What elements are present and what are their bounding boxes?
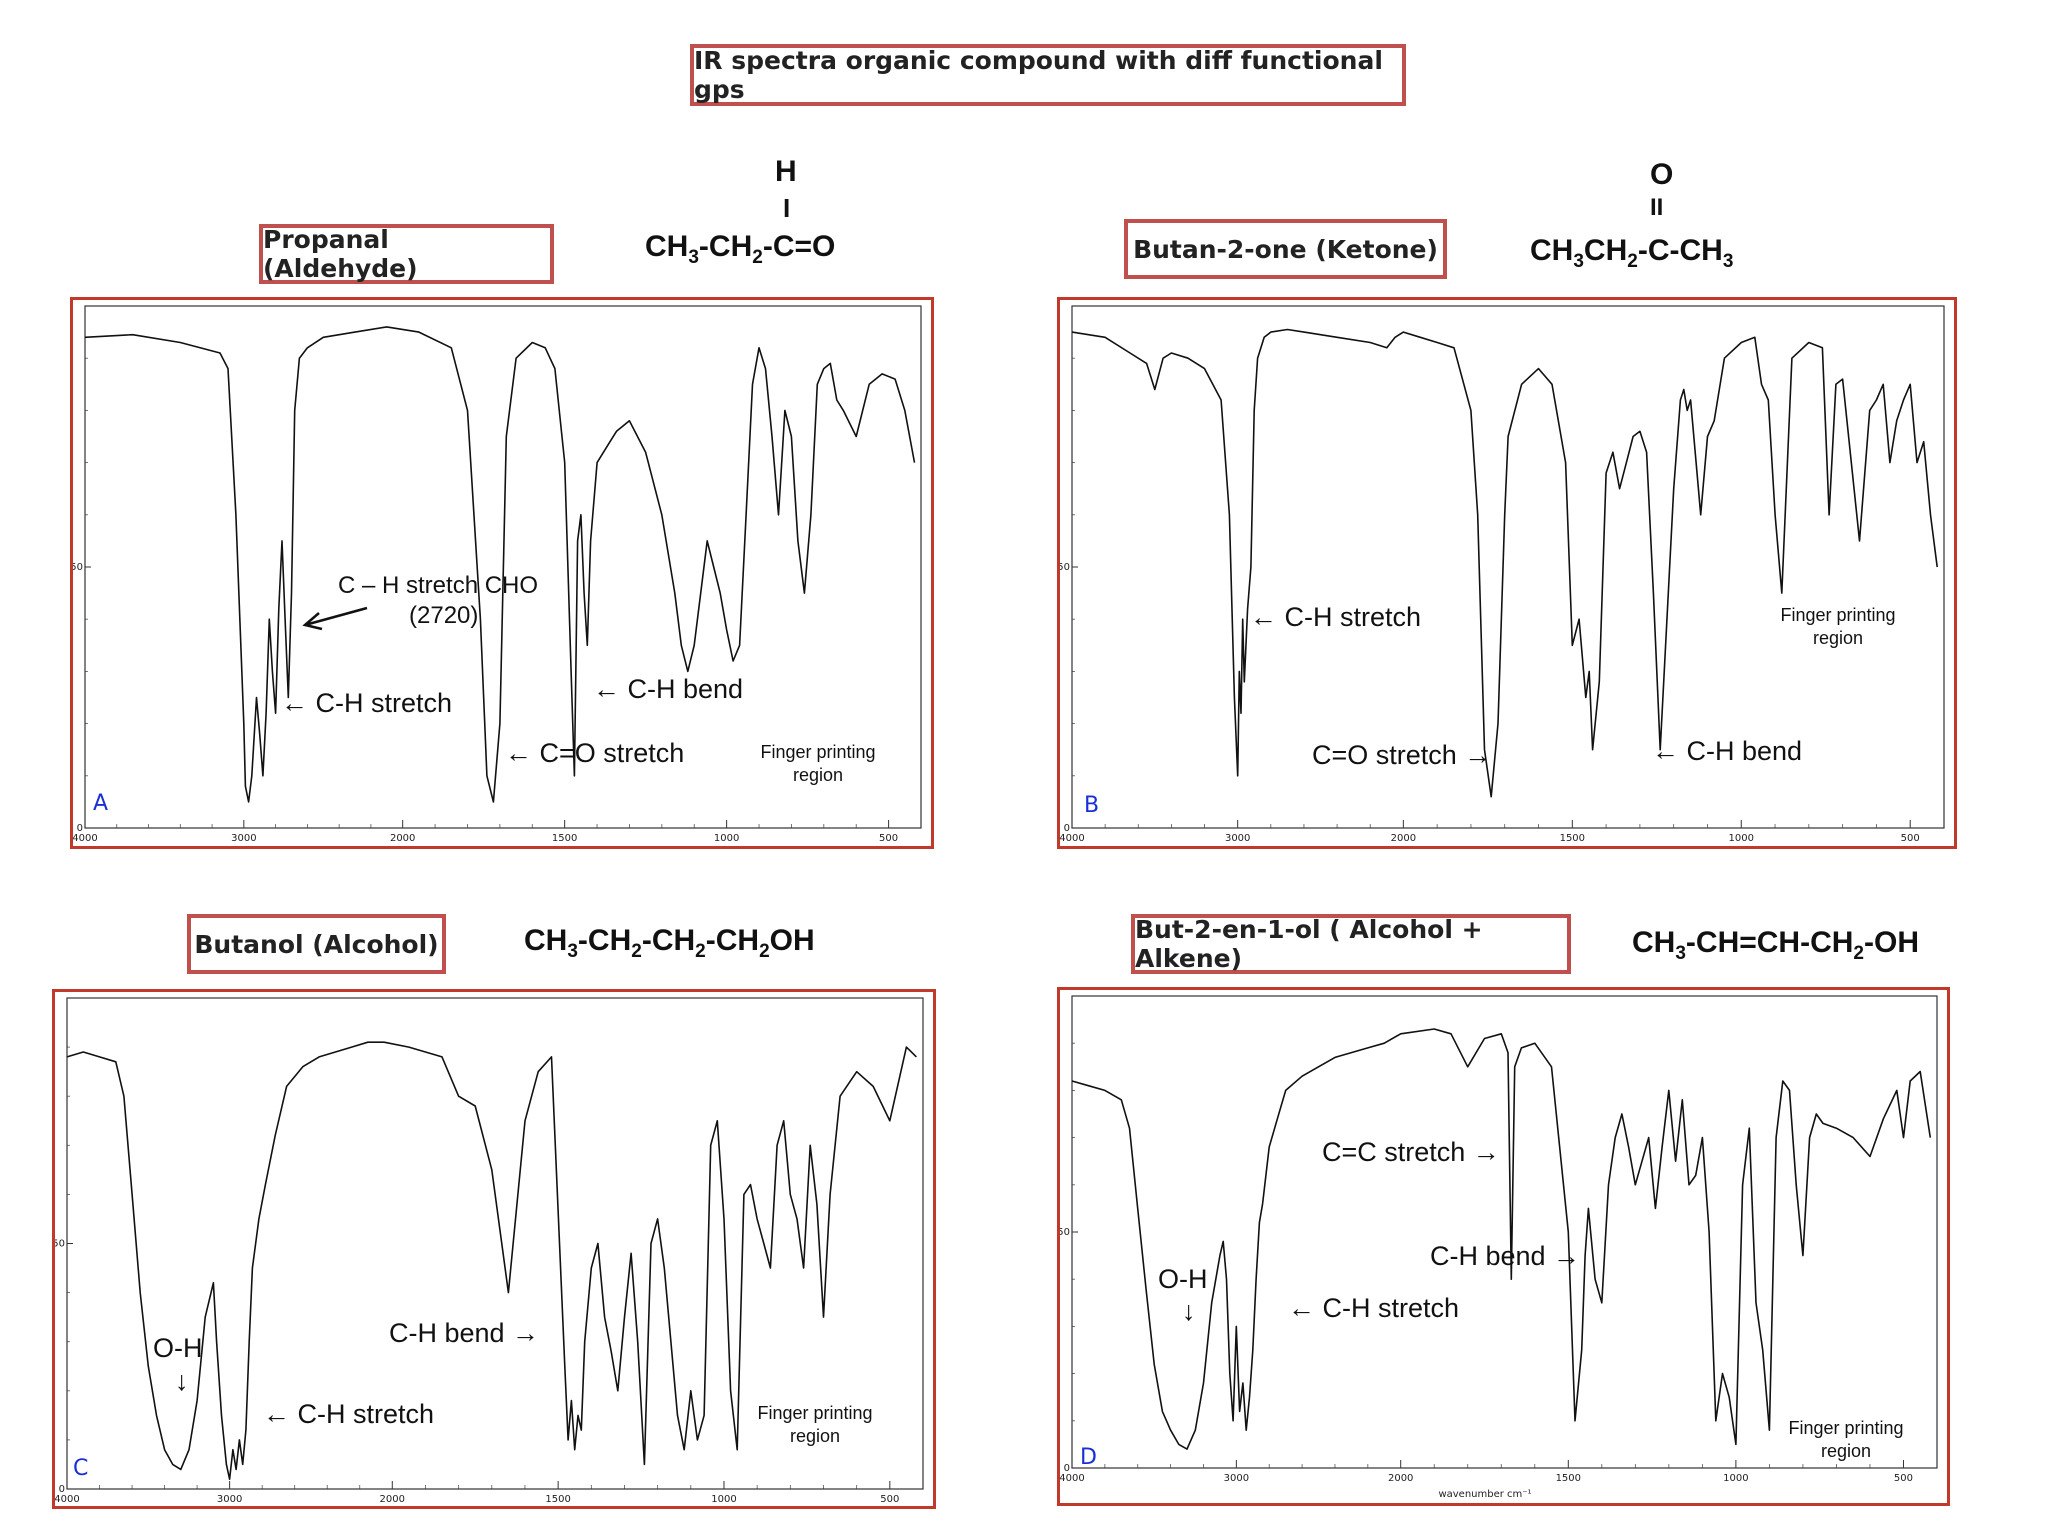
spectrum-line: [85, 327, 915, 802]
annotation-ch-stretch-b: ← C-H stretch: [1250, 602, 1421, 632]
x-tick-label: 2000: [1388, 1473, 1413, 1484]
annotation-oh-c: O-H: [153, 1333, 203, 1363]
x-tick-label: 1000: [714, 833, 739, 844]
spectrum-line: [1072, 330, 1937, 797]
x-tick-label: 4000: [1060, 1473, 1085, 1484]
annotation-ch-cho: C – H stretch CHO: [338, 572, 538, 599]
x-tick-label: 1000: [1723, 1473, 1748, 1484]
x-tick-label: 3000: [1224, 1473, 1249, 1484]
spectrum-panel-b: 0 50 500 1000 1500 2000 3000 4000 ← C-H stretch…: [1057, 297, 1957, 849]
title-butenol-text: But-2-en-1-ol ( Alcohol + Alkene): [1135, 915, 1567, 973]
x-tick-label: 3000: [217, 1494, 242, 1505]
title-propanal-text: Propanal (Aldehyde): [263, 225, 550, 283]
x-tick-label: 500: [1894, 1473, 1913, 1484]
butanone-formula: CH3CH2-C-CH3: [1530, 234, 1733, 273]
fp-label-c-1: Finger printing: [757, 1403, 872, 1423]
annotation-co-a: ← C=O stretch: [505, 738, 684, 768]
x-tick-label: 4000: [1060, 833, 1085, 844]
panel-letter-a: A: [93, 791, 108, 816]
butanol-formula: CH3-CH2-CH2-CH2OH: [524, 924, 815, 963]
annotation-oh-arrow-d: ↓: [1182, 1296, 1196, 1326]
x-axis-label-d: wavenumber cm⁻¹: [1438, 1489, 1531, 1500]
y-tick-label: 50: [1060, 562, 1070, 573]
x-tick-label: 1000: [711, 1494, 736, 1505]
propanal-formula: CH3-CH2-C=O: [645, 230, 835, 269]
y-tick-label: 50: [1060, 1227, 1070, 1238]
panel-letter-d: D: [1080, 1445, 1097, 1470]
title-butanone-text: Butan-2-one (Ketone): [1133, 235, 1438, 264]
annotation-ch-stretch-c: ← C-H stretch: [263, 1399, 434, 1429]
annotation-ch-stretch-a: ← C-H stretch: [281, 688, 452, 718]
annotation-ch-bend-c: C-H bend →: [389, 1318, 539, 1348]
fp-label-a-1: Finger printing: [760, 742, 875, 762]
x-tick-label: 2000: [1391, 833, 1416, 844]
annotation-ch-bend-d: C-H bend →: [1430, 1241, 1580, 1271]
x-tick-label: 2000: [380, 1494, 405, 1505]
spectrum-line: [1072, 1029, 1930, 1449]
panel-letter-c: C: [73, 1456, 88, 1481]
fp-label-b-2: region: [1813, 628, 1863, 648]
annotation-ch-bend-b: ← C-H bend: [1652, 736, 1802, 766]
spectrum-panel-c: 0 50 500 1000 1500 2000 3000 4000 O-H ↓ ← C-H s…: [52, 989, 936, 1509]
propanal-formula-h: H: [775, 155, 797, 189]
x-tick-label: 3000: [1225, 833, 1250, 844]
x-tick-label: 500: [879, 833, 898, 844]
annotation-oh-arrow-c: ↓: [175, 1366, 189, 1396]
fp-label-c-2: region: [790, 1426, 840, 1446]
panel-letter-b: B: [1084, 793, 1099, 818]
annotation-arrow-cho: [305, 608, 367, 629]
page-title: IR spectra organic compound with diff fu…: [690, 44, 1406, 106]
fp-label-d-2: region: [1821, 1441, 1871, 1461]
x-tick-label: 1500: [552, 833, 577, 844]
title-butenol: But-2-en-1-ol ( Alcohol + Alkene): [1131, 914, 1571, 974]
x-tick-label: 1500: [1560, 833, 1585, 844]
title-butanone: Butan-2-one (Ketone): [1124, 219, 1447, 279]
title-butanol-text: Butanol (Alcohol): [194, 930, 438, 959]
x-tick-label: 500: [880, 1494, 899, 1505]
butanone-formula-bond: II: [1650, 194, 1663, 222]
fp-label-b-1: Finger printing: [1780, 605, 1895, 625]
y-tick-label: 50: [55, 1239, 65, 1250]
x-tick-label: 4000: [73, 833, 98, 844]
annotation-cc-d: C=C stretch →: [1322, 1137, 1500, 1167]
fp-label-d-1: Finger printing: [1788, 1418, 1903, 1438]
x-tick-label: 1500: [1556, 1473, 1581, 1484]
title-propanal: Propanal (Aldehyde): [259, 224, 554, 284]
annotation-co-b: C=O stretch →: [1312, 740, 1491, 770]
x-tick-label: 1000: [1729, 833, 1754, 844]
x-tick-label: 4000: [55, 1494, 80, 1505]
fp-label-a-2: region: [793, 765, 843, 785]
page-title-text: IR spectra organic compound with diff fu…: [694, 46, 1402, 104]
plot-frame: [1072, 306, 1944, 828]
x-tick-label: 1500: [545, 1494, 570, 1505]
spectrum-panel-a: 0 50 500 1000 1500 2000 3000 4000 C – H stretch…: [70, 297, 934, 849]
butenol-formula: CH3-CH=CH-CH2-OH: [1632, 926, 1919, 965]
annotation-ch-stretch-d: ← C-H stretch: [1288, 1293, 1459, 1323]
annotation-ch-bend-a: ← C-H bend: [593, 674, 743, 704]
propanal-formula-bond: I: [783, 193, 790, 224]
butanone-formula-o: O: [1650, 158, 1673, 192]
x-tick-label: 500: [1901, 833, 1920, 844]
annotation-oh-d: O-H: [1158, 1264, 1208, 1294]
y-tick-label: 50: [73, 562, 83, 573]
x-tick-label: 3000: [231, 833, 256, 844]
annotation-ch-cho-value: (2720): [409, 602, 478, 629]
title-butanol: Butanol (Alcohol): [187, 914, 446, 974]
spectrum-panel-d: 0 50 500 1000 1500 2000 3000 4000 C=C stretch →…: [1057, 987, 1950, 1506]
x-tick-label: 2000: [390, 833, 415, 844]
